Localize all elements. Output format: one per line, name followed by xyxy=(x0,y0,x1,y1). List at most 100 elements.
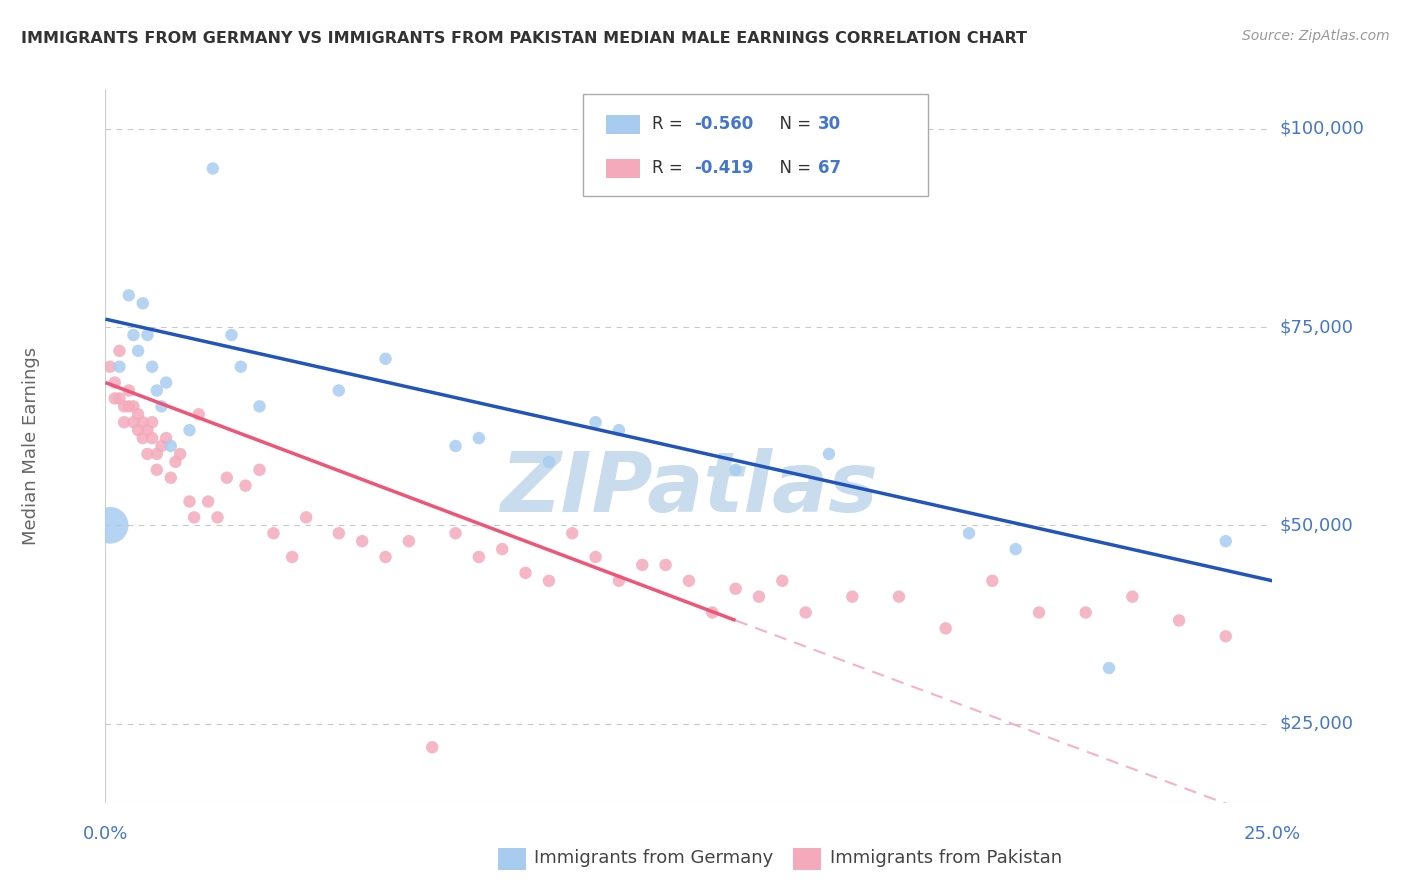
Point xyxy=(724,463,747,477)
Point xyxy=(118,288,141,302)
Point xyxy=(187,407,209,421)
Point xyxy=(221,328,243,343)
Point xyxy=(374,549,396,564)
Point xyxy=(537,455,560,469)
Point xyxy=(607,574,630,588)
Point xyxy=(631,558,654,572)
Point xyxy=(678,574,700,588)
Point xyxy=(491,542,513,557)
Point xyxy=(141,431,163,445)
Point xyxy=(136,328,159,343)
Point xyxy=(957,526,980,541)
Point xyxy=(585,415,607,429)
Point xyxy=(794,606,817,620)
Point xyxy=(585,549,607,564)
Text: Immigrants from Germany: Immigrants from Germany xyxy=(534,849,773,867)
Point xyxy=(136,447,159,461)
Point xyxy=(146,384,169,398)
Point xyxy=(561,526,583,541)
Point xyxy=(249,463,271,477)
Point xyxy=(104,376,127,390)
Point xyxy=(141,359,163,374)
Point xyxy=(207,510,229,524)
Point xyxy=(374,351,396,366)
Point xyxy=(112,415,135,429)
Text: Median Male Earnings: Median Male Earnings xyxy=(22,347,39,545)
Point xyxy=(155,431,177,445)
Text: $75,000: $75,000 xyxy=(1279,318,1354,336)
Point xyxy=(201,161,224,176)
Point xyxy=(1028,606,1050,620)
Point xyxy=(1215,629,1237,643)
Point xyxy=(1074,606,1097,620)
Point xyxy=(122,328,145,343)
Point xyxy=(215,471,238,485)
Point xyxy=(1098,661,1121,675)
Point xyxy=(146,463,169,477)
Point xyxy=(104,392,127,406)
Text: -0.419: -0.419 xyxy=(695,160,754,178)
Point xyxy=(150,439,173,453)
Text: Source: ZipAtlas.com: Source: ZipAtlas.com xyxy=(1241,29,1389,43)
Point xyxy=(169,447,191,461)
Point xyxy=(444,439,467,453)
Point xyxy=(887,590,910,604)
Point xyxy=(98,359,121,374)
Point xyxy=(818,447,841,461)
Point xyxy=(654,558,676,572)
Point xyxy=(127,343,149,358)
Text: R =: R = xyxy=(652,160,689,178)
Point xyxy=(132,415,155,429)
Text: 67: 67 xyxy=(818,160,841,178)
Point xyxy=(1121,590,1143,604)
Point xyxy=(150,400,173,414)
Point xyxy=(295,510,318,524)
Point xyxy=(122,415,145,429)
Point xyxy=(1168,614,1191,628)
Point xyxy=(328,526,350,541)
Text: Immigrants from Pakistan: Immigrants from Pakistan xyxy=(830,849,1062,867)
Point xyxy=(229,359,252,374)
Point xyxy=(398,534,420,549)
Point xyxy=(108,392,131,406)
Point xyxy=(328,384,350,398)
Text: 0.0%: 0.0% xyxy=(83,825,128,843)
Point xyxy=(197,494,219,508)
Point xyxy=(263,526,285,541)
Text: ZIPatlas: ZIPatlas xyxy=(501,449,877,529)
Point xyxy=(1004,542,1026,557)
Point xyxy=(420,740,443,755)
Point xyxy=(179,423,201,437)
Text: $25,000: $25,000 xyxy=(1279,714,1354,732)
Point xyxy=(108,343,131,358)
Point xyxy=(159,471,181,485)
Point xyxy=(352,534,374,549)
Point xyxy=(183,510,205,524)
Point xyxy=(127,407,149,421)
Point xyxy=(159,439,181,453)
Point xyxy=(515,566,537,580)
Point xyxy=(468,549,491,564)
Point xyxy=(935,621,957,635)
Text: $50,000: $50,000 xyxy=(1279,516,1353,534)
Point xyxy=(112,400,135,414)
Point xyxy=(179,494,201,508)
Point xyxy=(981,574,1004,588)
Point xyxy=(770,574,793,588)
Point xyxy=(702,606,724,620)
Text: $100,000: $100,000 xyxy=(1279,120,1364,138)
Point xyxy=(127,423,149,437)
Point xyxy=(235,478,257,492)
Point xyxy=(841,590,863,604)
Point xyxy=(136,423,159,437)
Point xyxy=(468,431,491,445)
Point xyxy=(132,431,155,445)
Point xyxy=(249,400,271,414)
Text: -0.560: -0.560 xyxy=(695,115,754,133)
Point xyxy=(155,376,177,390)
Text: IMMIGRANTS FROM GERMANY VS IMMIGRANTS FROM PAKISTAN MEDIAN MALE EARNINGS CORRELA: IMMIGRANTS FROM GERMANY VS IMMIGRANTS FR… xyxy=(21,31,1028,46)
Point xyxy=(132,296,155,310)
Point xyxy=(118,400,141,414)
Text: R =: R = xyxy=(652,115,689,133)
Point xyxy=(607,423,630,437)
